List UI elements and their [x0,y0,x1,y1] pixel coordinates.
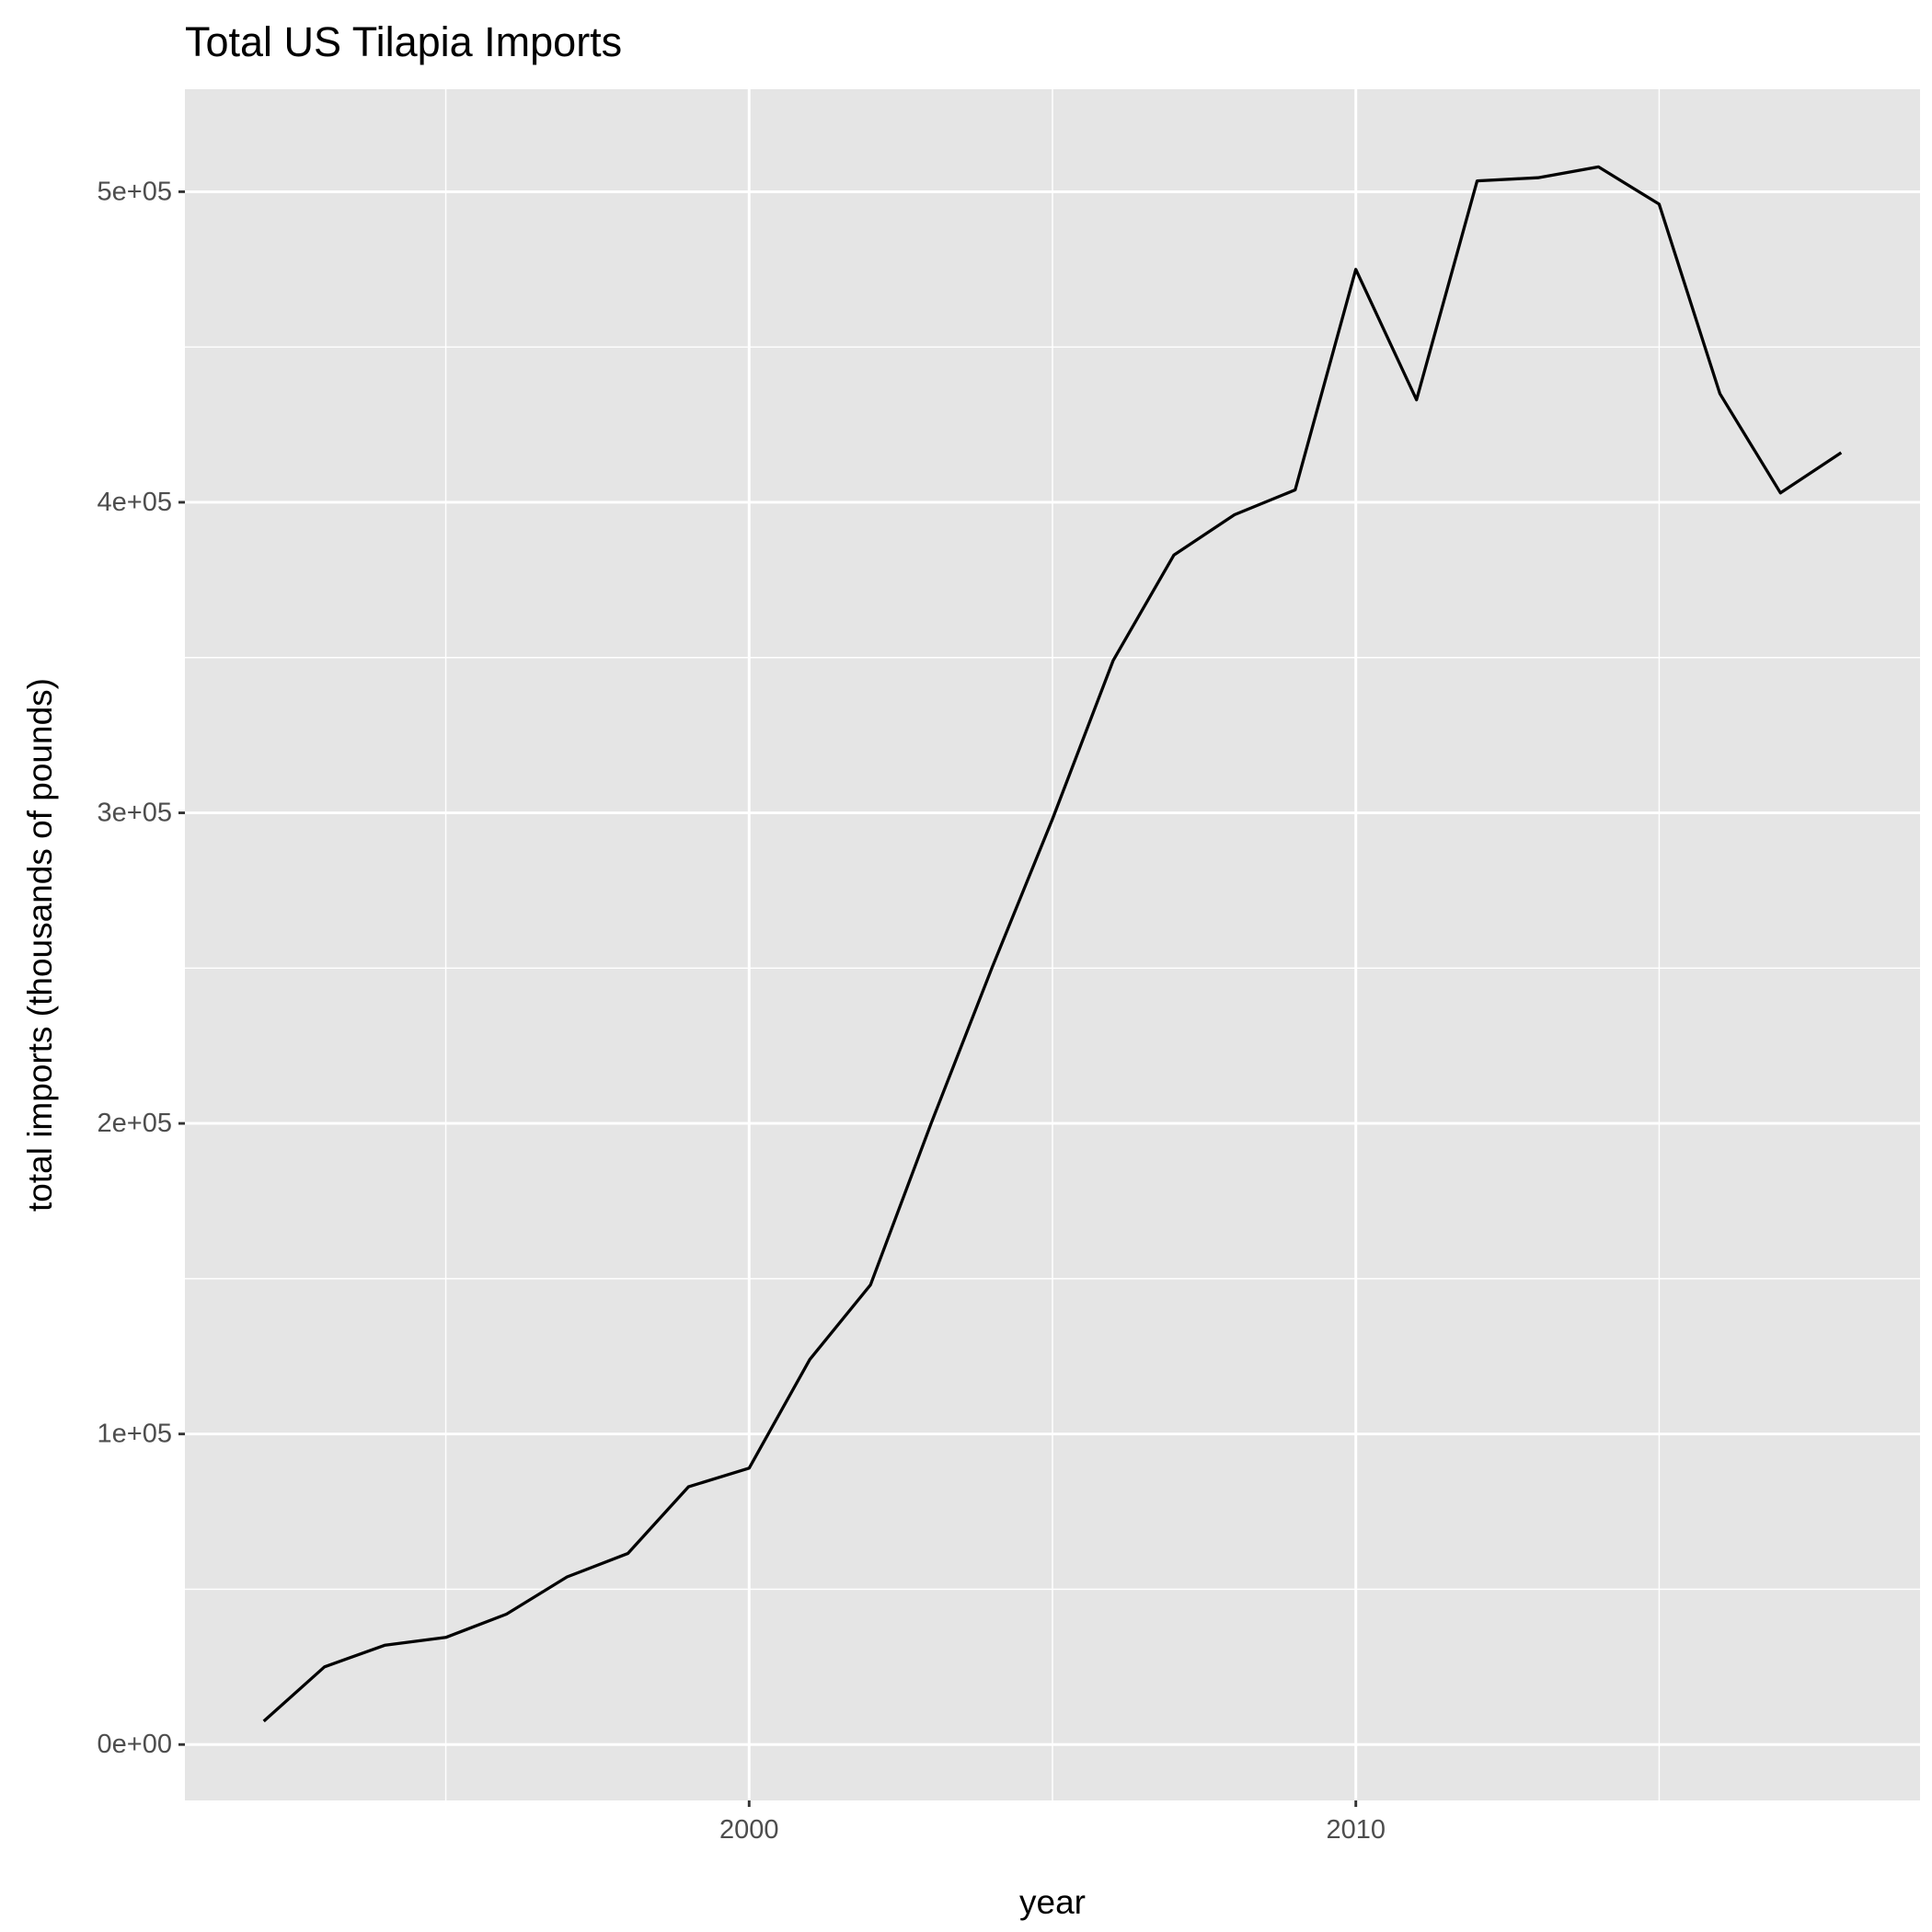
minor-gridlines [185,89,1920,1800]
series-layer [262,165,1843,1723]
y-tick-label: 3e+05 [98,799,172,828]
y-tick-label: 4e+05 [98,488,172,517]
y-tick-label: 2e+05 [98,1109,172,1138]
series-line-0 [262,165,1843,1723]
x-tick-label: 2010 [1326,1815,1386,1845]
x-axis: 2000 2010 [719,1800,1386,1845]
y-axis: 0e+00 1e+05 2e+05 3e+05 4e+05 5e+05 [98,177,185,1759]
x-axis-title: year [1019,1883,1086,1921]
x-tick-label: 2000 [719,1815,779,1845]
chart-title: Total US Tilapia Imports [185,18,622,65]
y-tick-label: 5e+05 [98,177,172,206]
major-gridlines [185,89,1920,1800]
y-tick-label: 0e+00 [98,1730,172,1759]
y-axis-title: total imports (thousands of pounds) [21,678,59,1212]
y-tick-label: 1e+05 [98,1420,172,1449]
